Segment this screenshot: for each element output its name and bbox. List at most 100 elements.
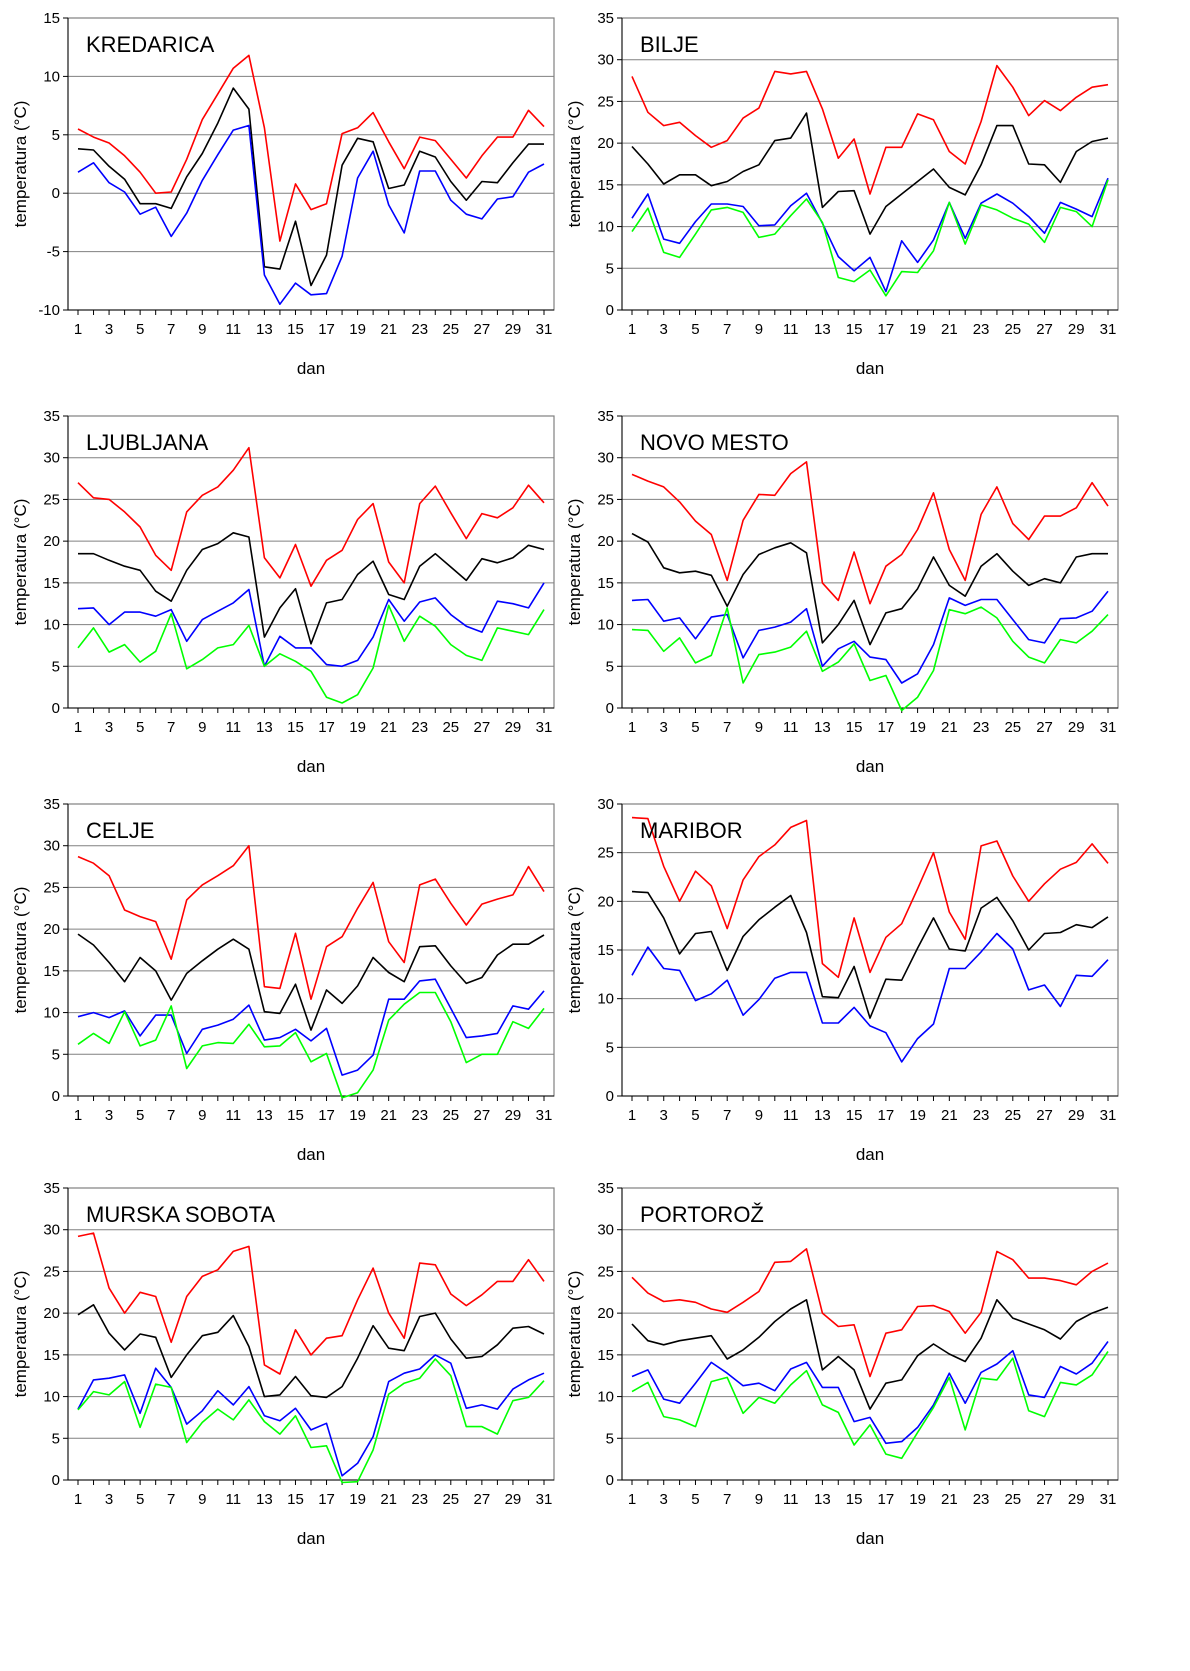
series-line [631,1351,1109,1460]
series-line [77,844,545,1001]
y-axis-title: temperatura (°C) [11,1271,30,1398]
series-line [77,991,545,1099]
x-tick-label: 31 [536,1491,553,1508]
series-line [631,816,1109,979]
x-tick-label: 19 [349,719,366,736]
x-tick-label: 23 [973,1491,990,1508]
x-tick-label: 9 [755,1107,763,1124]
x-tick-label: 11 [226,719,242,736]
y-tick-label: 20 [43,1305,60,1322]
series-line [631,890,1109,1019]
x-tick-label: 11 [783,1491,799,1508]
x-tick-label: 3 [660,321,668,338]
y-tick-label: 25 [43,1263,60,1280]
chart-title: MURSKA SOBOTA [86,1202,275,1227]
x-tick-label: 29 [1068,1491,1085,1508]
x-tick-label: 29 [505,321,522,338]
plot-area [67,17,555,311]
x-tick-label: 19 [349,321,366,338]
x-tick-label: 7 [167,1107,175,1124]
series-line [631,64,1109,195]
series-line [631,1341,1109,1445]
chart-title: CELJE [86,818,154,843]
series-line [77,582,545,668]
y-tick-label: 20 [597,135,614,152]
chart-title: PORTOROŽ [640,1202,764,1227]
x-tick-label: 23 [973,1107,990,1124]
x-tick-label: 15 [846,321,863,338]
x-tick-label: 23 [411,1107,428,1124]
y-tick-label: 15 [597,177,614,194]
x-tick-label: 31 [1100,321,1117,338]
x-tick-label: 31 [1100,1491,1117,1508]
x-tick-label: 15 [846,1107,863,1124]
series-line [631,532,1108,646]
y-tick-label: 25 [597,845,614,862]
x-tick-label: 7 [723,719,731,736]
x-tick-label: 15 [287,1491,304,1508]
y-tick-label: -5 [47,244,60,261]
x-tick-label: 9 [755,1491,763,1508]
y-tick-label: 20 [597,533,614,550]
y-tick-label: 10 [597,219,614,236]
x-tick-label: 15 [287,719,304,736]
x-tick-label: 23 [411,719,428,736]
x-tick-label: 21 [941,1491,958,1508]
x-tick-label: 17 [878,1491,895,1508]
plot-area [67,1187,555,1481]
series-line [631,1248,1109,1378]
y-tick-label: 30 [43,838,60,855]
x-tick-label: 9 [755,719,763,736]
x-tick-label: 13 [814,321,831,338]
x-tick-label: 19 [909,1491,926,1508]
plot-area [621,415,1119,709]
x-tick-label: 25 [1004,1491,1021,1508]
x-tick-label: 11 [783,1107,799,1124]
y-tick-label: 15 [43,575,60,592]
x-tick-label: 19 [909,1107,926,1124]
x-tick-label: 15 [846,719,863,736]
series-line [631,606,1109,712]
x-tick-label: 13 [256,1107,273,1124]
x-tick-label: 5 [691,321,699,338]
y-tick-label: 25 [43,491,60,508]
x-tick-label: 1 [628,321,636,338]
y-tick-label: 35 [43,796,60,813]
x-tick-label: 1 [628,1107,636,1124]
y-tick-label: 25 [597,93,614,110]
series-line [77,1358,545,1484]
x-tick-label: 31 [536,719,553,736]
x-tick-label: 25 [1004,1107,1021,1124]
y-tick-label: 10 [597,1389,614,1406]
x-axis-title: dan [297,359,325,378]
y-tick-label: 30 [597,1222,614,1239]
x-tick-label: 13 [256,321,273,338]
y-tick-label: 5 [52,1046,60,1063]
series-line [631,590,1109,684]
x-tick-label: 1 [628,719,636,736]
x-axis-title: dan [297,1529,325,1548]
x-tick-label: 27 [1036,321,1053,338]
y-tick-label: 35 [597,1180,614,1197]
series-line [631,1299,1109,1410]
y-tick-label: 0 [52,1472,60,1489]
x-tick-label: 17 [318,1491,335,1508]
series-line [77,1304,545,1399]
y-tick-label: 25 [43,879,60,896]
x-tick-label: 5 [136,1491,144,1508]
y-tick-label: 10 [43,1005,60,1022]
y-tick-label: -10 [38,302,60,319]
x-tick-label: 7 [167,719,175,736]
x-tick-label: 19 [349,1491,366,1508]
series-line [77,446,545,588]
y-tick-label: 20 [43,921,60,938]
y-tick-label: 0 [606,1088,614,1105]
y-tick-label: 20 [43,533,60,550]
x-tick-label: 25 [442,719,459,736]
y-tick-label: 20 [597,1305,614,1322]
